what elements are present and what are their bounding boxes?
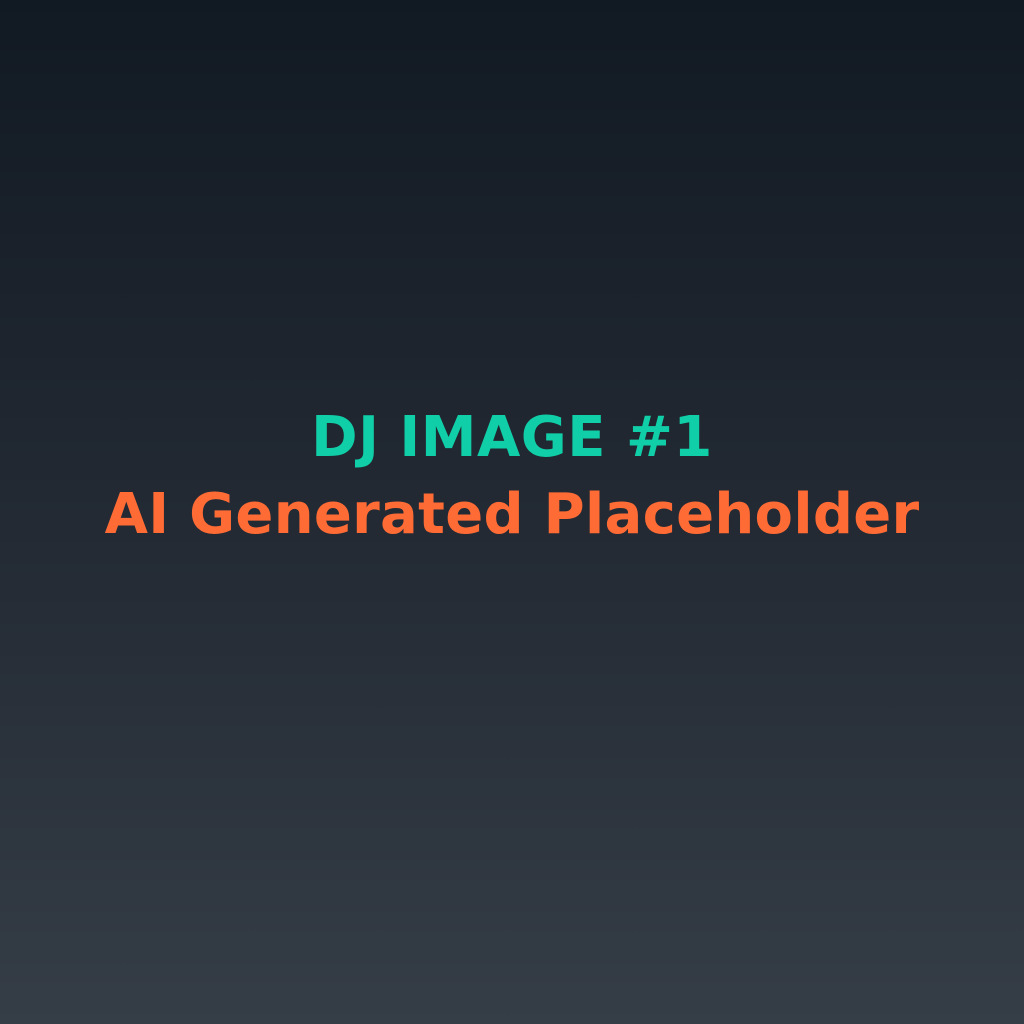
placeholder-subtitle: AI Generated Placeholder — [104, 482, 920, 547]
placeholder-title: DJ IMAGE #1 — [311, 405, 713, 470]
